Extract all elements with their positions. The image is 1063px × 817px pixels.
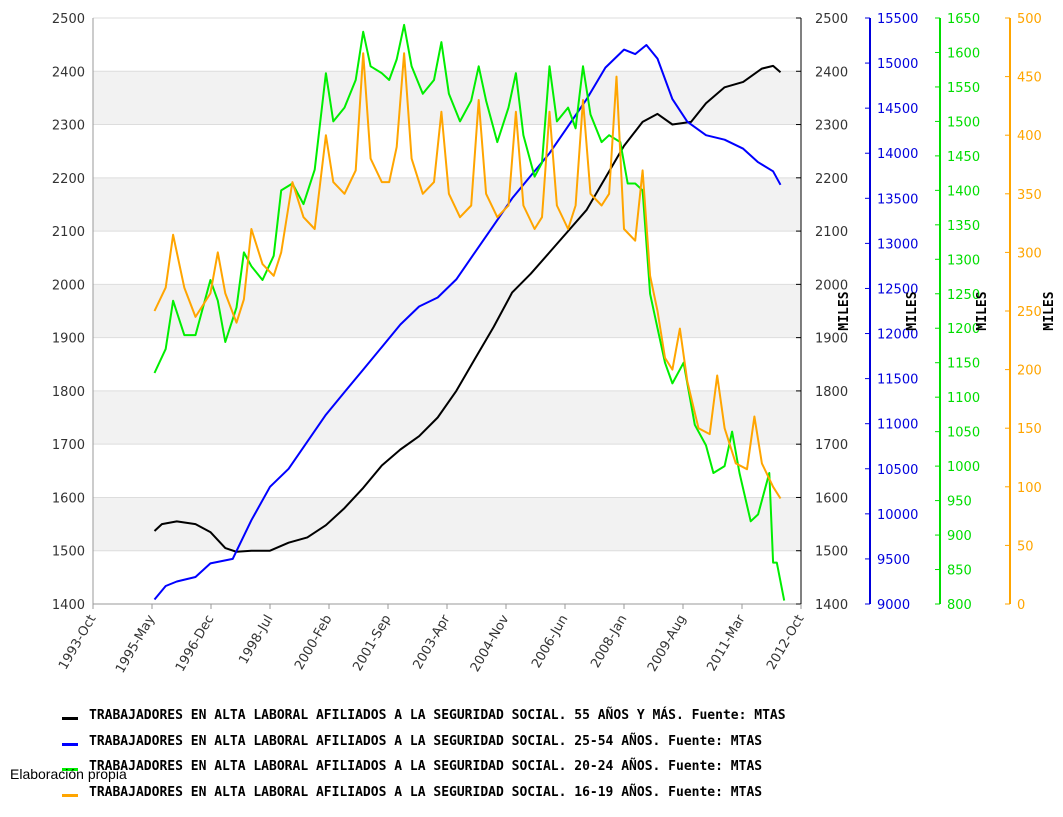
right2-tick-label: 10500 bbox=[877, 463, 918, 478]
y-tick-label-left: 2200 bbox=[52, 172, 85, 187]
right2-tick-label: 14500 bbox=[877, 102, 918, 117]
right2-tick-label: 14000 bbox=[877, 147, 918, 162]
right3-tick-label: 1500 bbox=[947, 115, 980, 130]
right2-tick-label: 15000 bbox=[877, 57, 918, 72]
right3-tick-label: 950 bbox=[947, 495, 972, 510]
y-tick-label-left: 1600 bbox=[52, 491, 85, 506]
right4-tick-label: 350 bbox=[1017, 188, 1042, 203]
right3-tick-label: 1400 bbox=[947, 184, 980, 199]
right1-tick-label: 2500 bbox=[815, 12, 848, 27]
y-tick-label-left: 2000 bbox=[52, 278, 85, 293]
right3-tick-label: 1450 bbox=[947, 150, 980, 165]
right3-tick-label: 1350 bbox=[947, 219, 980, 234]
x-tick-label: 2001-Sep bbox=[350, 613, 394, 674]
legend-label: TRABAJADORES EN ALTA LABORAL AFILIADOS A… bbox=[89, 708, 786, 723]
right2-tick-label: 12000 bbox=[877, 328, 918, 343]
right1-tick-label: 1700 bbox=[815, 438, 848, 453]
source-note: Elaboración propia bbox=[10, 766, 127, 782]
y-tick-label-left: 1700 bbox=[52, 438, 85, 453]
right2-unit-label: MILES bbox=[905, 291, 920, 330]
right3-tick-label: 800 bbox=[947, 598, 972, 613]
right3-tick-label: 850 bbox=[947, 564, 972, 579]
right2-tick-label: 9000 bbox=[877, 598, 910, 613]
legend-swatch bbox=[62, 742, 78, 746]
right2-tick-label: 12500 bbox=[877, 282, 918, 297]
x-tick-label: 2011-Mar bbox=[704, 612, 748, 674]
x-tick-label: 2003-Apr bbox=[410, 612, 453, 672]
x-tick-label: 2009-Aug bbox=[645, 613, 689, 675]
legend-swatch bbox=[62, 793, 78, 797]
x-tick-label: 2008-Jan bbox=[588, 613, 630, 671]
right4-tick-label: 50 bbox=[1017, 539, 1034, 554]
x-tick-label: 1993-Oct bbox=[56, 613, 99, 673]
legend-swatch bbox=[62, 717, 78, 720]
legend-swatch bbox=[62, 768, 78, 771]
right3-tick-label: 1650 bbox=[947, 12, 980, 27]
right1-tick-label: 1900 bbox=[815, 332, 848, 347]
x-tick-label: 2004-Nov bbox=[468, 612, 513, 674]
y-tick-label-left: 1900 bbox=[52, 332, 85, 347]
y-tick-label-left: 2100 bbox=[52, 225, 85, 240]
legend-label: TRABAJADORES EN ALTA LABORAL AFILIADOS A… bbox=[89, 784, 763, 800]
y-tick-label-left: 1500 bbox=[52, 545, 85, 560]
x-tick-label: 1996-Dec bbox=[173, 613, 217, 675]
right4-tick-label: 300 bbox=[1017, 246, 1042, 261]
right1-tick-label: 2300 bbox=[815, 119, 848, 134]
right1-unit-label: MILES bbox=[837, 291, 852, 330]
right1-tick-label: 1600 bbox=[815, 491, 848, 506]
right2-tick-label: 9500 bbox=[877, 553, 910, 568]
right4-tick-label: 0 bbox=[1017, 598, 1025, 613]
y-tick-label-left: 2300 bbox=[52, 119, 85, 134]
y-tick-label-left: 2400 bbox=[52, 65, 85, 80]
legend-label: TRABAJADORES EN ALTA LABORAL AFILIADOS A… bbox=[89, 759, 763, 774]
grid-band bbox=[93, 390, 801, 445]
x-tick-label: 1998-Jul bbox=[236, 613, 276, 667]
right3-tick-label: 1600 bbox=[947, 46, 980, 61]
right4-tick-label: 200 bbox=[1017, 364, 1042, 379]
right1-tick-label: 1500 bbox=[815, 545, 848, 560]
x-tick-label: 2006-Jun bbox=[529, 613, 571, 671]
right3-tick-label: 1150 bbox=[947, 357, 980, 372]
right1-tick-label: 2400 bbox=[815, 65, 848, 80]
x-tick-label: 2000-Feb bbox=[292, 613, 335, 673]
right3-tick-label: 1550 bbox=[947, 81, 980, 96]
right1-tick-label: 2200 bbox=[815, 172, 848, 187]
x-tick-label: 1995-May bbox=[113, 612, 158, 676]
right3-tick-label: 1250 bbox=[947, 288, 980, 303]
right4-unit-label: MILES bbox=[1042, 291, 1057, 330]
grid-band bbox=[93, 497, 801, 551]
right1-tick-label: 2000 bbox=[815, 278, 848, 293]
right2-tick-label: 11000 bbox=[877, 418, 918, 433]
right4-tick-label: 400 bbox=[1017, 129, 1042, 144]
right3-tick-label: 900 bbox=[947, 529, 972, 544]
right3-tick-label: 1100 bbox=[947, 391, 980, 406]
right3-tick-label: 1300 bbox=[947, 253, 980, 268]
right4-tick-label: 500 bbox=[1017, 12, 1042, 27]
series-line-4 bbox=[153, 52, 782, 500]
right2-tick-label: 13500 bbox=[877, 192, 918, 207]
y-tick-label-left: 1800 bbox=[52, 385, 85, 400]
right4-tick-label: 150 bbox=[1017, 422, 1042, 437]
x-tick-label: 2012-Oct bbox=[764, 613, 807, 673]
right4-tick-label: 450 bbox=[1017, 71, 1042, 86]
right1-tick-label: 2100 bbox=[815, 225, 848, 240]
right4-tick-label: 100 bbox=[1017, 481, 1042, 496]
right3-tick-label: 1050 bbox=[947, 426, 980, 441]
right3-tick-label: 1000 bbox=[947, 460, 980, 475]
legend-label: TRABAJADORES EN ALTA LABORAL AFILIADOS A… bbox=[89, 733, 763, 749]
right3-unit-label: MILES bbox=[975, 291, 990, 330]
right2-tick-label: 13000 bbox=[877, 237, 918, 252]
y-tick-label-left: 2500 bbox=[52, 12, 85, 27]
series-line-2 bbox=[153, 44, 782, 601]
right2-tick-label: 11500 bbox=[877, 373, 918, 388]
right2-tick-label: 15500 bbox=[877, 12, 918, 27]
right3-tick-label: 1200 bbox=[947, 322, 980, 337]
right1-tick-label: 1800 bbox=[815, 385, 848, 400]
y-tick-label-left: 1400 bbox=[52, 598, 85, 613]
right4-tick-label: 250 bbox=[1017, 305, 1042, 320]
right2-tick-label: 10000 bbox=[877, 508, 918, 523]
right1-tick-label: 1400 bbox=[815, 598, 848, 613]
grid-band bbox=[93, 177, 801, 232]
